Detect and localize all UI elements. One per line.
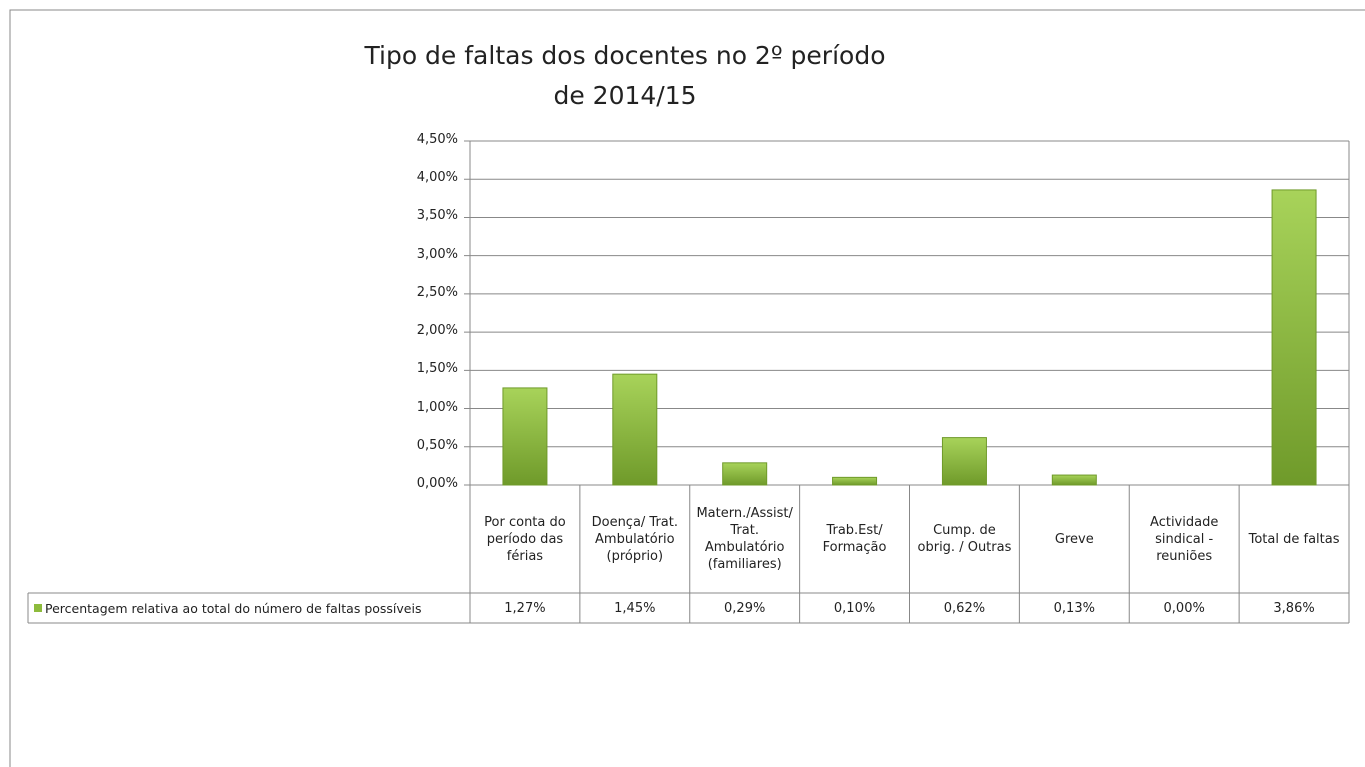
- bar: [941, 437, 987, 486]
- y-tick-label: 4,50%: [416, 132, 458, 147]
- data-label: 0,00%: [1163, 600, 1205, 616]
- y-tick-label: 2,50%: [416, 284, 458, 300]
- data-label: 0,13%: [1053, 600, 1095, 616]
- data-label: 1,27%: [504, 600, 546, 616]
- frame: [9, 9, 1365, 767]
- y-tick-label: 1,50%: [416, 361, 458, 377]
- x-tick-label: Actividade sindical - reuniões: [1150, 514, 1219, 564]
- bar: [502, 387, 548, 486]
- y-tick-label: 0,50%: [416, 437, 458, 453]
- bar: [612, 373, 658, 486]
- y-tick-label: 3,00%: [416, 246, 458, 262]
- x-tick-label: Trab.Est/ Formação: [822, 523, 887, 555]
- y-tick-label: 0,00%: [416, 476, 458, 491]
- x-tick-label: Cump. de obrig. / Outras: [917, 523, 1012, 555]
- y-tick-label: 2,00%: [416, 323, 458, 339]
- data-label: 3,86%: [1273, 600, 1315, 616]
- legend-label: Percentagem relativa ao total do número …: [45, 600, 422, 616]
- bar: [1271, 189, 1317, 486]
- y-tick-label: 3,50%: [416, 208, 458, 224]
- bar: [722, 462, 768, 486]
- x-tick-label: Total de faltas: [1248, 531, 1340, 547]
- x-tick-label: Doença/ Trat. Ambulatório (próprio): [591, 514, 679, 564]
- data-label: 1,45%: [614, 600, 656, 616]
- legend-swatch: [34, 604, 42, 612]
- chart-title: Tipo de faltas dos docentes no 2º períod…: [364, 41, 886, 110]
- data-label: 0,62%: [943, 600, 986, 616]
- x-tick-label: Por conta do período das férias: [484, 514, 566, 564]
- y-tick-label: 4,00%: [416, 170, 458, 186]
- data-label: 0,10%: [833, 600, 876, 616]
- bar: [1051, 474, 1097, 486]
- x-tick-label: Greve: [1054, 531, 1094, 547]
- data-label: 0,29%: [724, 600, 766, 616]
- bar: [832, 476, 878, 486]
- y-tick-label: 1,00%: [416, 399, 458, 415]
- x-tick-label: Matern./Assist/ Trat. Ambulatório (famil…: [696, 506, 793, 572]
